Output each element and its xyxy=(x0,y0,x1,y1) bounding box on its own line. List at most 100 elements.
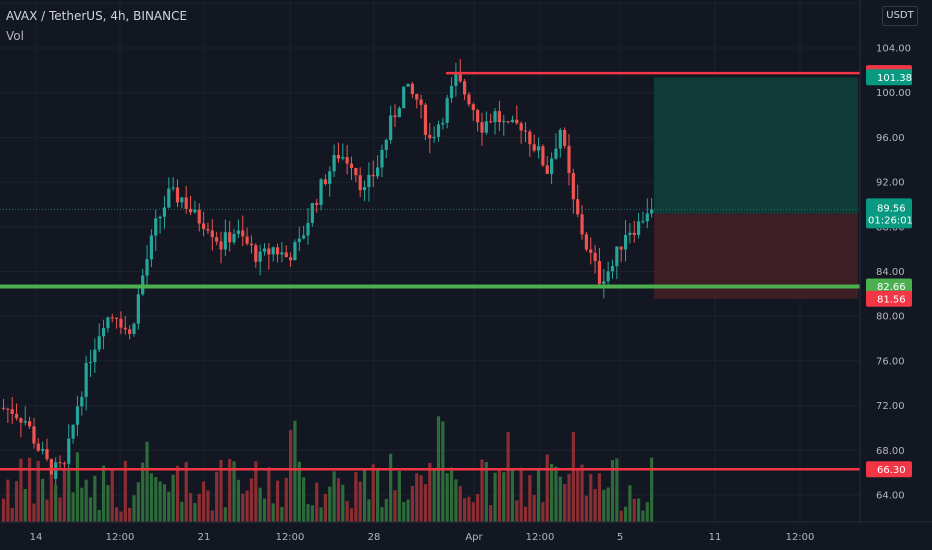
volume-bar xyxy=(584,495,588,522)
volume-bar xyxy=(589,473,593,522)
volume-bar xyxy=(445,473,449,522)
candle-body xyxy=(445,98,449,123)
candle-body xyxy=(506,121,510,123)
y-tick-label: 76.00 xyxy=(876,356,905,367)
volume-bar xyxy=(188,493,193,522)
candle-body xyxy=(341,157,345,159)
candle-body xyxy=(97,336,101,350)
volume-bar xyxy=(384,498,388,522)
y-tick-label: 100.00 xyxy=(876,88,911,99)
volume-bar xyxy=(376,468,380,522)
volume-bar xyxy=(580,464,584,522)
volume-bar xyxy=(571,431,575,522)
volume-bar xyxy=(71,492,75,522)
candle-body xyxy=(310,202,314,223)
candle-body xyxy=(362,187,367,191)
volume-bar xyxy=(402,501,406,522)
volume-bar xyxy=(210,510,214,522)
volume-bar xyxy=(484,461,488,522)
volume-bar xyxy=(62,469,66,522)
volume-bar xyxy=(323,493,327,522)
candle-body xyxy=(576,199,580,215)
candle-body xyxy=(123,327,127,330)
target-zone[interactable] xyxy=(654,77,858,214)
candle-body xyxy=(306,222,310,236)
candle-body xyxy=(41,449,45,451)
volume-bar xyxy=(49,474,53,522)
price-axis[interactable] xyxy=(860,0,932,550)
volume-bar xyxy=(184,462,188,522)
candle-body xyxy=(10,409,14,414)
y-tick-label: 96.00 xyxy=(876,133,905,144)
volume-bar xyxy=(75,452,80,522)
candle-body xyxy=(650,209,654,214)
price-tag-label: 82.66 xyxy=(877,282,906,293)
candle-body xyxy=(345,157,349,164)
volume-bar xyxy=(637,498,641,522)
candle-body xyxy=(110,317,114,319)
volume-bar xyxy=(289,430,293,522)
candle-body xyxy=(367,174,371,188)
candle-body xyxy=(188,208,193,213)
candle-body xyxy=(432,136,436,139)
candle-body xyxy=(254,245,258,262)
volume-bar xyxy=(610,460,615,522)
volume-bar xyxy=(341,484,345,522)
candle-body xyxy=(275,247,280,255)
volume-bar xyxy=(315,482,319,522)
volume-bar xyxy=(523,506,528,522)
candle-body xyxy=(162,207,167,217)
volume-bar xyxy=(380,506,384,522)
candle-body xyxy=(202,223,206,230)
volume-bar xyxy=(310,505,314,522)
candle-body xyxy=(467,94,471,105)
candle-body xyxy=(193,209,197,213)
volume-bar xyxy=(419,475,423,522)
volume-bar xyxy=(101,465,106,522)
volume-bar xyxy=(502,472,506,522)
candle-body xyxy=(545,165,549,174)
candle-body xyxy=(6,408,10,410)
candle-body xyxy=(571,172,575,200)
volume-bar xyxy=(228,458,232,522)
candle-body xyxy=(441,122,445,125)
candle-body xyxy=(436,124,441,137)
volume-bar xyxy=(406,499,410,522)
candle-body xyxy=(132,323,136,334)
volume-bar xyxy=(110,468,114,522)
candle-body xyxy=(497,111,501,123)
candle-body xyxy=(293,242,297,261)
volume-bar xyxy=(19,458,23,522)
candle-body xyxy=(415,94,419,100)
candle-body xyxy=(75,406,80,425)
volume-bar xyxy=(615,458,619,522)
candle-body xyxy=(210,230,214,238)
candle-body xyxy=(258,251,262,262)
volume-bar xyxy=(180,501,184,522)
price-tag xyxy=(866,69,912,86)
candle-body xyxy=(167,188,171,208)
candle-body xyxy=(315,202,319,205)
symbol-title[interactable]: AVAX / TetherUS, 4h, BINANCE xyxy=(6,9,188,23)
y-tick-label: 80.00 xyxy=(876,312,905,323)
candle-body xyxy=(397,108,401,118)
volume-bar xyxy=(458,486,462,522)
volume-bar xyxy=(463,498,467,522)
volume-bar xyxy=(432,468,436,522)
volume-label[interactable]: Vol xyxy=(6,29,24,43)
x-tick-label: 5 xyxy=(617,532,623,543)
currency-button[interactable]: USDT xyxy=(882,6,918,26)
candle-body xyxy=(280,252,284,255)
volume-bar xyxy=(136,482,140,522)
candle-body xyxy=(336,154,341,159)
volume-bar xyxy=(32,503,36,522)
price-tag-label: 66.30 xyxy=(877,465,906,476)
candle-body xyxy=(358,175,362,191)
candle-body xyxy=(249,243,254,246)
price-tag-label: 101.38 xyxy=(877,73,912,84)
candle-body xyxy=(380,149,384,168)
volume-bar xyxy=(175,465,180,522)
volume-bar xyxy=(215,471,219,522)
